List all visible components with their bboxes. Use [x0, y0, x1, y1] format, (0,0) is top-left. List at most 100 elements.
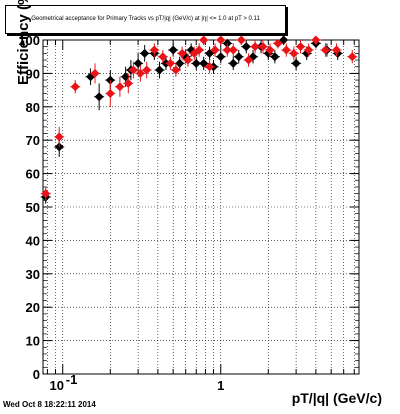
- data-point-black: [241, 40, 252, 54]
- y-tick-label: 50: [26, 200, 40, 215]
- data-point-red: [157, 50, 168, 64]
- diamond-marker: [234, 52, 244, 62]
- data-point-red: [320, 43, 331, 57]
- data-point-red: [149, 43, 160, 57]
- diamond-marker: [236, 35, 246, 45]
- data-point-red: [288, 46, 299, 61]
- data-point-black: [269, 50, 280, 64]
- diamond-marker: [142, 65, 152, 75]
- diamond-marker: [199, 58, 209, 68]
- diamond-marker: [279, 35, 289, 45]
- diamond-marker: [250, 42, 260, 52]
- diamond-marker: [205, 62, 215, 72]
- y-axis-label: Efficiency (%): [15, 0, 32, 85]
- diamond-marker: [320, 45, 330, 55]
- data-point-black: [215, 50, 226, 64]
- diamond-marker: [311, 35, 321, 45]
- diamond-marker: [216, 35, 226, 45]
- data-point-red: [295, 40, 306, 54]
- diamond-marker: [291, 58, 301, 68]
- diamond-marker: [273, 38, 283, 48]
- data-point-red: [105, 80, 116, 107]
- diamond-marker: [289, 48, 299, 58]
- x-axis-label: pT/|q| (GeV/c): [291, 390, 382, 406]
- diamond-marker: [94, 92, 104, 102]
- y-tick-label: 30: [26, 267, 40, 282]
- data-point-red: [215, 35, 226, 46]
- y-tick-label: 40: [26, 233, 40, 248]
- diamond-marker: [199, 35, 209, 45]
- data-point-red: [182, 53, 193, 67]
- y-tick-label: 70: [26, 133, 40, 148]
- y-tick-label: 100: [18, 33, 40, 48]
- diamond-marker: [155, 65, 165, 75]
- diamond-marker: [128, 65, 138, 75]
- diamond-marker: [258, 42, 268, 52]
- diamond-marker: [281, 45, 291, 55]
- data-point-red: [303, 43, 314, 57]
- diamond-marker: [296, 42, 306, 52]
- data-point-red: [264, 43, 275, 57]
- data-point-red: [331, 43, 342, 57]
- diamond-marker: [244, 55, 254, 65]
- data-point-red: [170, 63, 181, 77]
- data-point-red: [165, 56, 176, 71]
- data-point-black: [291, 56, 302, 71]
- diamond-marker: [177, 48, 187, 58]
- diamond-marker: [70, 82, 80, 92]
- data-point-red: [236, 35, 247, 46]
- y-tick-label: 80: [26, 100, 40, 115]
- data-point-black: [191, 56, 202, 71]
- diamond-marker: [171, 65, 181, 75]
- diamond-marker: [331, 45, 341, 55]
- data-point-black: [233, 50, 244, 64]
- data-point-red: [40, 186, 51, 201]
- data-point-black: [198, 56, 209, 71]
- diamond-marker: [149, 45, 159, 55]
- diamond-marker: [54, 132, 64, 142]
- data-point-red: [70, 80, 81, 94]
- data-point-red: [228, 43, 239, 57]
- diamond-marker: [123, 78, 133, 88]
- diamond-marker: [41, 189, 51, 199]
- data-points: [40, 35, 358, 204]
- data-point-red: [210, 43, 221, 57]
- x-tick-exponent: -1: [66, 372, 78, 387]
- diamond-marker: [140, 48, 150, 58]
- data-point-red: [177, 46, 188, 61]
- chart-title: Geometrical acceptance for Primary Track…: [5, 5, 286, 34]
- data-point-red: [135, 65, 146, 82]
- y-tick-label: 90: [26, 66, 40, 81]
- data-point-red: [257, 40, 268, 54]
- diamond-marker: [304, 45, 314, 55]
- data-point-red: [141, 61, 152, 79]
- x-tick-label: 1: [217, 378, 224, 393]
- diamond-marker: [210, 45, 220, 55]
- x-tick-label: 10: [50, 378, 64, 393]
- data-point-black: [154, 61, 165, 79]
- diamond-marker: [347, 52, 357, 62]
- y-tick-label: 10: [26, 334, 40, 349]
- diamond-marker: [222, 45, 232, 55]
- data-point-black: [168, 43, 179, 57]
- diamond-marker: [183, 55, 193, 65]
- diamond-marker: [191, 58, 201, 68]
- data-point-red: [194, 43, 205, 57]
- plot-frame: [42, 39, 360, 375]
- diamond-marker: [165, 58, 175, 68]
- data-point-red: [281, 43, 292, 57]
- diamond-marker: [135, 68, 145, 78]
- diamond-marker: [115, 82, 125, 92]
- data-point-black: [174, 56, 185, 71]
- diamond-marker: [133, 58, 143, 68]
- data-point-red: [128, 61, 139, 79]
- data-point-red: [204, 60, 215, 74]
- diamond-marker: [105, 88, 115, 98]
- data-point-black: [139, 45, 150, 62]
- data-point-red: [198, 35, 209, 46]
- data-point-black: [94, 83, 105, 111]
- data-point-red: [123, 73, 134, 94]
- y-tick-label: 0: [33, 367, 40, 382]
